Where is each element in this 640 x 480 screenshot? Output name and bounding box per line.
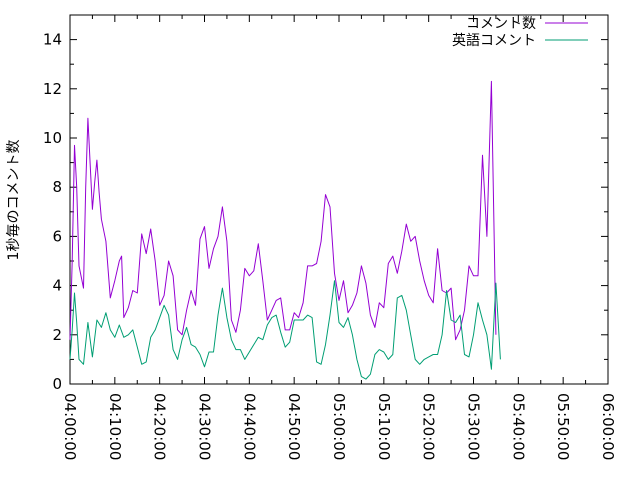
x-tick-label: 05:10:00 (375, 393, 393, 460)
y-tick-label: 6 (52, 227, 62, 245)
x-tick-label: 05:30:00 (465, 393, 483, 460)
y-tick-label: 8 (52, 178, 62, 196)
x-tick-label: 04:10:00 (106, 393, 124, 460)
x-tick-label: 04:50:00 (285, 393, 303, 460)
y-tick-label: 2 (52, 326, 62, 344)
x-tick-label: 04:30:00 (196, 393, 214, 460)
x-tick-label: 06:00:00 (599, 393, 617, 460)
x-tick-label: 05:50:00 (554, 393, 572, 460)
y-tick-label: 12 (43, 80, 62, 98)
plot-frame (69, 14, 609, 385)
y-tick-label: 10 (43, 129, 62, 147)
x-tick-label: 04:20:00 (151, 393, 169, 460)
y-tick-label: 0 (52, 375, 62, 393)
x-tick-label: 04:40:00 (240, 393, 258, 460)
y-axis-title: 1秒毎のコメント数 (6, 140, 22, 261)
x-tick-label: 04:00:00 (61, 393, 79, 460)
series-line-2 (69, 280, 501, 380)
x-tick-label: 05:40:00 (509, 393, 527, 460)
legend-label: 英語コメント (452, 32, 536, 49)
x-tick-label: 05:00:00 (330, 393, 348, 460)
y-tick-label: 4 (52, 277, 62, 295)
legend-label: コメント数 (466, 16, 536, 32)
y-tick-label: 14 (43, 31, 62, 49)
series-line-1 (69, 80, 497, 341)
x-tick-label: 05:20:00 (420, 393, 438, 460)
